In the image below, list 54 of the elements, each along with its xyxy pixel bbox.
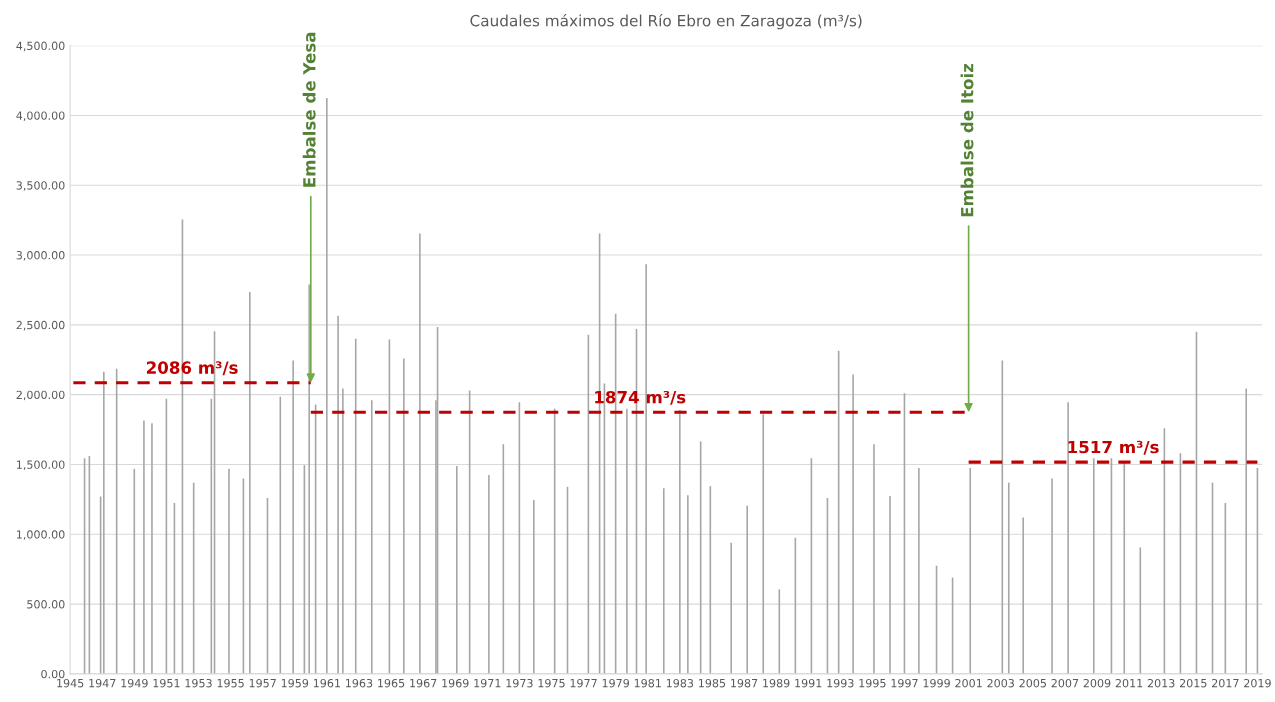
x-tick-label: 1991 <box>795 678 822 688</box>
x-tick-label: 2013 <box>1147 678 1175 688</box>
x-tick-label: 1971 <box>474 678 501 688</box>
x-tick-label: 1977 <box>570 678 597 688</box>
annotation: Embalse de Yesa <box>302 32 316 187</box>
y-tick-label: 3,000.00 <box>16 251 65 261</box>
x-tick-label: 1999 <box>923 678 950 688</box>
x-tick-label: 1949 <box>121 678 148 688</box>
x-tick-label: 1979 <box>602 678 629 688</box>
annotation: Embalse de Itoiz <box>960 63 974 217</box>
x-tick-label: 2005 <box>1019 678 1046 688</box>
x-tick-label: 2011 <box>1115 678 1143 688</box>
x-tick-label: 2003 <box>987 678 1014 688</box>
x-tick-label: 1969 <box>442 678 469 688</box>
chart-title: Caudales máximos del Río Ebro en Zaragoza (m³/s) <box>470 13 862 30</box>
y-tick-label: 3,500.00 <box>16 181 65 191</box>
x-tick-label: 1983 <box>666 678 694 688</box>
x-tick-label: 1985 <box>699 678 726 688</box>
x-tick-label: 1961 <box>313 678 340 688</box>
x-tick-label: 1953 <box>185 678 212 688</box>
x-tick-label: 1989 <box>763 678 790 688</box>
y-tick-label: 2,500.00 <box>16 320 65 331</box>
x-tick-label: 2019 <box>1244 678 1271 688</box>
x-tick-label: 1993 <box>827 678 854 688</box>
x-tick-label: 1963 <box>346 678 373 688</box>
x-tick-label: 2009 <box>1083 678 1111 688</box>
x-tick-label: 2017 <box>1212 678 1239 688</box>
y-tick-label: 4,000.00 <box>16 111 65 121</box>
x-tick-label: 1965 <box>378 678 405 688</box>
y-tick-label: 4,500.00 <box>16 41 65 52</box>
series-label: 2086 m³/s <box>146 361 238 376</box>
y-tick-label: 1,500.00 <box>17 460 65 470</box>
y-tick-label: 2,000.00 <box>16 390 65 401</box>
x-tick-label: 1997 <box>891 678 918 688</box>
x-tick-label: 1955 <box>217 678 244 688</box>
x-tick-label: 1987 <box>731 678 758 688</box>
x-tick-label: 1975 <box>538 678 565 688</box>
x-tick-label: 1945 <box>57 678 84 688</box>
series-label: 1874 m³/s <box>595 390 686 405</box>
series-label: 1517 m³/s <box>1068 440 1159 455</box>
y-tick-label: 0.00 <box>41 669 65 679</box>
x-tick-label: 2001 <box>955 678 982 688</box>
x-tick-label: 1967 <box>410 678 437 688</box>
x-tick-label: 1951 <box>153 678 180 688</box>
x-tick-label: 1947 <box>89 678 116 688</box>
x-tick-label: 1957 <box>249 678 276 688</box>
x-tick-label: 2015 <box>1179 678 1207 688</box>
y-tick-label: 500.00 <box>27 600 65 609</box>
x-tick-label: 1959 <box>281 678 309 688</box>
x-tick-label: 1995 <box>859 678 886 688</box>
y-tick-label: 1,000.00 <box>17 530 65 540</box>
x-tick-label: 2007 <box>1051 678 1079 688</box>
x-tick-label: 1973 <box>506 678 533 688</box>
x-tick-label: 1981 <box>634 678 661 688</box>
